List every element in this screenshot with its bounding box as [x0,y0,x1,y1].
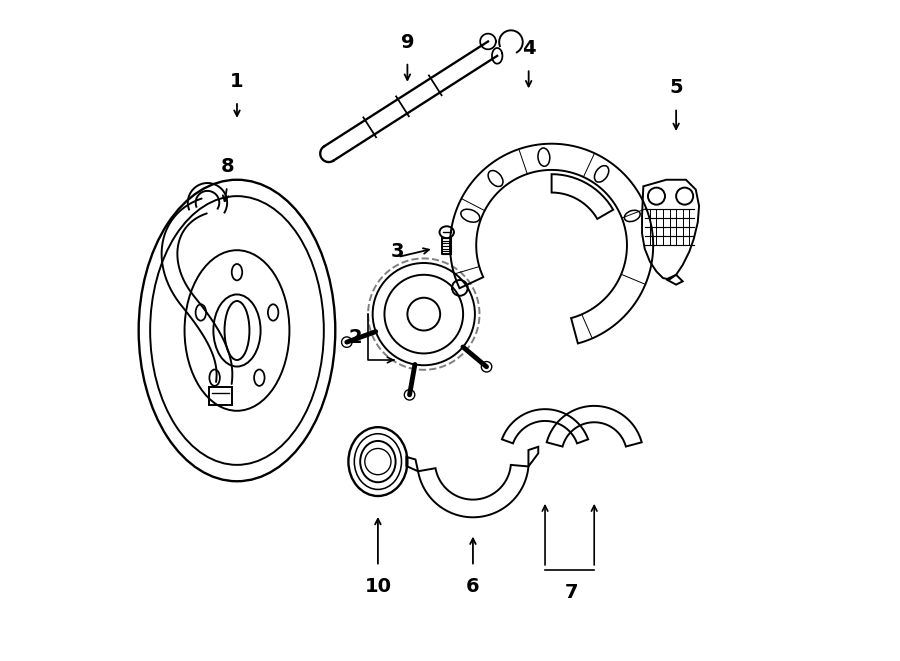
Text: 10: 10 [364,576,392,596]
Text: 4: 4 [522,39,536,58]
Text: 3: 3 [391,243,404,261]
Polygon shape [552,175,613,219]
Text: 8: 8 [220,157,234,176]
Bar [209,387,232,405]
Text: 1: 1 [230,72,244,91]
Text: 7: 7 [564,583,578,602]
Text: 6: 6 [466,576,480,596]
Text: 2: 2 [348,328,362,346]
Text: 9: 9 [400,32,414,52]
Text: 5: 5 [670,79,683,97]
